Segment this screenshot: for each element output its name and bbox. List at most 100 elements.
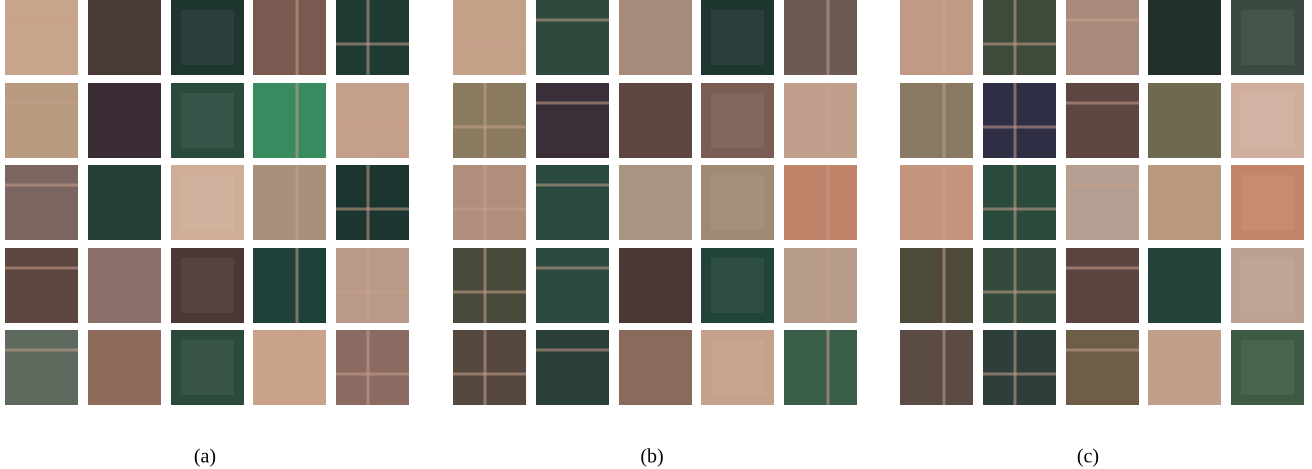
aerial-tile [1231, 248, 1304, 323]
aerial-tile [619, 248, 692, 323]
texture [1241, 93, 1294, 148]
tile-image [1066, 0, 1139, 75]
tile-image [536, 165, 609, 240]
aerial-tile [88, 83, 161, 158]
tile-image [5, 330, 78, 405]
tile-image [1066, 248, 1139, 323]
tile-image [983, 0, 1056, 75]
tile-image [253, 248, 326, 323]
aerial-tile [701, 330, 774, 405]
aerial-tile [453, 248, 526, 323]
tile-image [983, 330, 1056, 405]
tile-image [5, 165, 78, 240]
aerial-tile [983, 248, 1056, 323]
aerial-tile [900, 165, 973, 240]
aerial-tile [88, 248, 161, 323]
aerial-tile [453, 0, 526, 75]
aerial-tile [1231, 83, 1304, 158]
tile-image [1148, 83, 1221, 158]
tile-image [619, 165, 692, 240]
tile-image [536, 0, 609, 75]
aerial-tile [1148, 83, 1221, 158]
aerial-tile [1231, 0, 1304, 75]
aerial-tile [88, 330, 161, 405]
aerial-tile [171, 83, 244, 158]
tile-image [88, 83, 161, 158]
caption: (c) [1077, 446, 1099, 468]
tile-image [5, 83, 78, 158]
tile-image [336, 248, 409, 323]
aerial-tile [88, 0, 161, 75]
tile-image [1148, 248, 1221, 323]
aerial-tile [900, 83, 973, 158]
tile-image [453, 330, 526, 405]
texture [711, 258, 764, 313]
aerial-tile [900, 248, 973, 323]
caption: (b) [640, 446, 663, 468]
tile-image [536, 83, 609, 158]
aerial-tile [453, 330, 526, 405]
tile-image [900, 248, 973, 323]
aerial-tile [619, 330, 692, 405]
aerial-tile [983, 165, 1056, 240]
aerial-tile [784, 248, 857, 323]
figure: (a) (b) (c) [0, 0, 1312, 469]
aerial-tile [171, 330, 244, 405]
aerial-tile [536, 165, 609, 240]
tile-image [1148, 330, 1221, 405]
aerial-tile [5, 248, 78, 323]
aerial-tile [1066, 248, 1139, 323]
aerial-tile [253, 165, 326, 240]
tile-image [336, 330, 409, 405]
tile-image [900, 0, 973, 75]
texture [181, 175, 234, 230]
tile-image [784, 165, 857, 240]
aerial-tile [536, 0, 609, 75]
aerial-tile [784, 0, 857, 75]
tile-image [453, 165, 526, 240]
aerial-tile [453, 83, 526, 158]
tile-image [900, 83, 973, 158]
tile-image [1066, 330, 1139, 405]
aerial-tile [900, 330, 973, 405]
aerial-tile [701, 165, 774, 240]
texture [181, 10, 234, 65]
tile-image [336, 165, 409, 240]
aerial-tile [5, 83, 78, 158]
aerial-tile [701, 83, 774, 158]
aerial-tile [1066, 0, 1139, 75]
tile-image [253, 165, 326, 240]
aerial-tile [1148, 165, 1221, 240]
texture [181, 340, 234, 395]
aerial-tile [983, 330, 1056, 405]
tile-image [900, 165, 973, 240]
tile-grids [5, 0, 1304, 405]
tile-image [784, 330, 857, 405]
texture [181, 258, 234, 313]
tile-image [983, 165, 1056, 240]
tile-image [1148, 165, 1221, 240]
tile-image [336, 83, 409, 158]
caption: (a) [194, 446, 216, 468]
tile-image [88, 0, 161, 75]
tile-image [453, 248, 526, 323]
aerial-tile [900, 0, 973, 75]
aerial-tile [1066, 165, 1139, 240]
aerial-tile [1066, 330, 1139, 405]
tile-image [784, 83, 857, 158]
aerial-tile [536, 330, 609, 405]
texture [1241, 10, 1294, 65]
aerial-tile [5, 330, 78, 405]
aerial-tile [536, 83, 609, 158]
aerial-tile [253, 83, 326, 158]
tile-image [336, 0, 409, 75]
texture [1241, 175, 1294, 230]
tile-image [536, 330, 609, 405]
texture [711, 340, 764, 395]
tile-image [5, 0, 78, 75]
tile-image [88, 330, 161, 405]
tile-image [253, 330, 326, 405]
texture [1241, 258, 1294, 313]
aerial-tile [336, 165, 409, 240]
aerial-tile [784, 330, 857, 405]
